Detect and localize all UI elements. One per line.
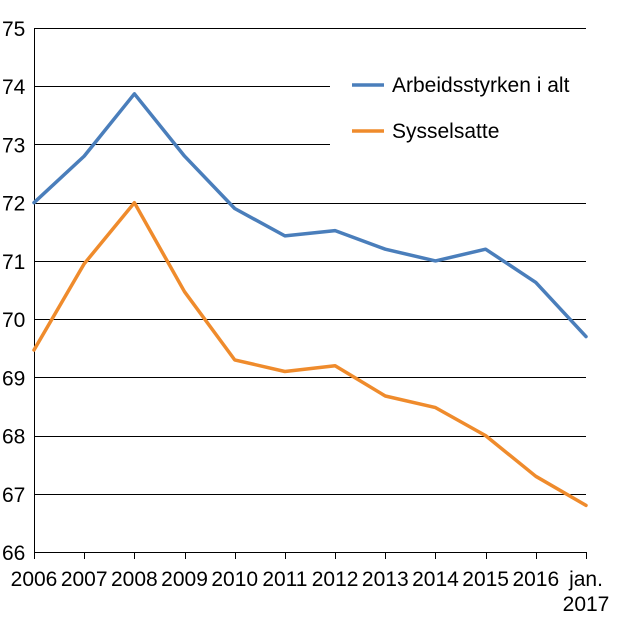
x-tick-label: 2008 — [111, 568, 158, 591]
y-tick-label: 72 — [2, 193, 25, 216]
x-tick-label: 2006 — [11, 568, 58, 591]
series-line-arbeidsstyrken — [32, 92, 588, 339]
x-tick-label: 2016 — [512, 568, 559, 591]
y-tick-label: 73 — [2, 134, 25, 157]
y-tick-label: 74 — [2, 76, 26, 99]
y-tick-label: 71 — [2, 251, 25, 274]
x-tick-label: 2009 — [161, 568, 208, 591]
x-tick-label: 2011 — [262, 568, 307, 591]
legend-label: Sysselsatte — [392, 120, 499, 143]
x-tick-label: 2015 — [462, 568, 509, 591]
x-tick-label: 2014 — [412, 568, 459, 591]
x-tick-labels: 2006 2007 2008 2009 2010 2011 2012 2013 2014 2015… — [11, 568, 610, 616]
x-tick-label: 2013 — [362, 568, 409, 591]
x-tick-label: 2007 — [61, 568, 108, 591]
axes — [34, 28, 587, 559]
y-tick-label: 75 — [2, 18, 25, 41]
y-tick-label: 67 — [2, 484, 25, 507]
legend-label: Arbeidsstyrken i alt — [392, 74, 570, 97]
y-tick-label: 69 — [2, 367, 25, 390]
x-tick-label: 2010 — [211, 568, 258, 591]
y-tick-labels: 66 67 68 69 70 71 72 73 74 75 — [2, 18, 26, 565]
series-lines — [32, 92, 588, 508]
y-tick-label: 66 — [2, 542, 25, 565]
series-line-sysselsatte — [32, 200, 588, 508]
x-tick-label: jan. 2017 — [563, 568, 610, 616]
x-tick-label: 2012 — [312, 568, 359, 591]
y-tick-label: 68 — [2, 426, 25, 449]
y-tick-label: 70 — [2, 309, 25, 332]
legend: Arbeidsstyrken i alt Sysselsatte — [352, 74, 570, 143]
gridlines — [34, 28, 586, 495]
